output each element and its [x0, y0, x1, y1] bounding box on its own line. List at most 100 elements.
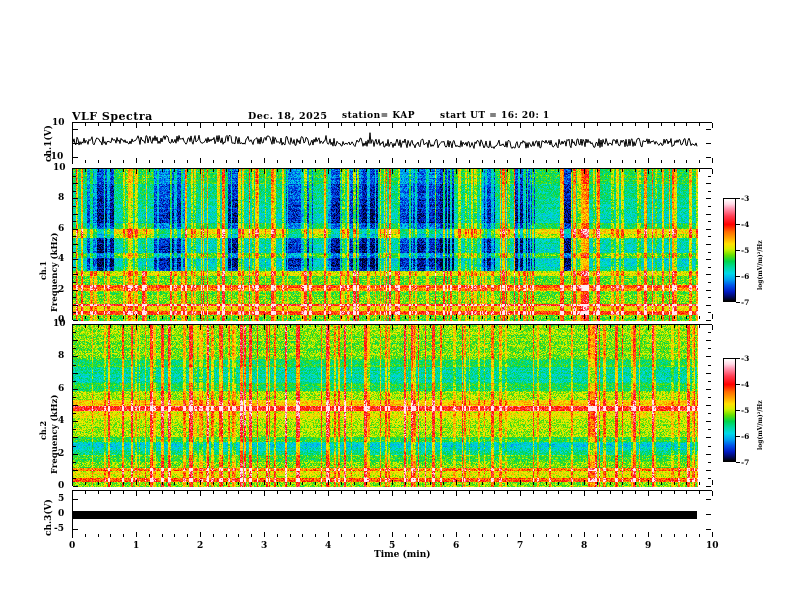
- xtick-bot-ch2-spec-24: [379, 482, 380, 485]
- xtick-ch1-wave-40: [584, 123, 585, 128]
- xtick-bot-ch1-wave-37: [546, 160, 547, 163]
- ytick-label-ch2-spec-1: 2: [58, 449, 65, 459]
- xtick-bot-ch1-spec-12: [226, 316, 227, 319]
- xtick-ch2-spec-22: [354, 325, 355, 328]
- xtick-ch3-wave-48: [686, 491, 687, 494]
- xtick-bot-ch3-wave-29: [443, 534, 444, 537]
- xtick-ch3-wave-23: [366, 491, 367, 494]
- cb2-tick-0: [736, 358, 740, 359]
- xtick-bot-ch1-wave-43: [622, 160, 623, 163]
- xtick-bot-ch2-spec-22: [354, 482, 355, 485]
- xtick-ch1-spec-33: [494, 169, 495, 172]
- xtick-ch1-spec-6: [149, 169, 150, 172]
- xtick-ch3-wave-31: [469, 491, 470, 494]
- ytick-label-ch2-spec-3: 6: [58, 384, 65, 394]
- xtick-ch1-wave-4: [123, 123, 124, 126]
- ytick-r-ch2-spec-19: [708, 332, 711, 333]
- ytick-ch1-spec-4: [73, 290, 78, 291]
- xtick-bot-ch1-spec-33: [494, 316, 495, 319]
- xtick-ch1-wave-39: [571, 123, 572, 126]
- ytick-ch3-wave-0: [73, 499, 78, 500]
- xtick-bot-ch1-spec-41: [597, 316, 598, 319]
- xtick-ch1-spec-35: [520, 169, 521, 174]
- xtick-bot-ch1-wave-4: [123, 160, 124, 163]
- xtick-bot-ch2-spec-46: [661, 482, 662, 485]
- xtick-bot-ch1-spec-45: [648, 314, 649, 319]
- xtick-bot-ch3-wave-31: [469, 534, 470, 537]
- xtick-bot-ch1-spec-37: [546, 316, 547, 319]
- xtick-bot-ch2-spec-31: [469, 482, 470, 485]
- xtick-ch3-wave-19: [315, 491, 316, 494]
- xtick-ch2-spec-26: [405, 325, 406, 328]
- xtick-ch3-wave-5: [136, 491, 137, 496]
- xtick-ch3-wave-7: [162, 491, 163, 494]
- xtick-bot-ch1-wave-22: [354, 160, 355, 163]
- ytick-label-ch1-spec-0: 0: [58, 315, 65, 325]
- xtick-ch1-wave-1: [85, 123, 86, 126]
- xtick-bot-ch2-spec-44: [635, 482, 636, 485]
- xtick-ch2-spec-4: [123, 325, 124, 328]
- ytick-ch1-wave-0: [73, 129, 78, 130]
- xtick-ch1-spec-27: [418, 169, 419, 172]
- colorbar-ch2: [723, 358, 736, 462]
- xtick-ch1-spec-38: [558, 169, 559, 172]
- xtick-bot-ch1-wave-10: [200, 158, 201, 163]
- xtick-bot-ch1-wave-24: [379, 160, 380, 163]
- xtick-ch1-spec-45: [648, 169, 649, 174]
- xtick-ch3-wave-33: [494, 491, 495, 494]
- cb1-tick-3: [736, 276, 740, 277]
- xtick-ch1-spec-17: [290, 169, 291, 172]
- xtick-bot-ch1-wave-47: [674, 160, 675, 163]
- xtick-bot-ch2-spec-27: [418, 482, 419, 485]
- ytick-r-ch2-spec-7: [708, 429, 711, 430]
- xtick-ch2-spec-31: [469, 325, 470, 328]
- xtick-ch1-wave-23: [366, 123, 367, 126]
- xtick-ch1-spec-42: [610, 169, 611, 172]
- xtick-ch2-spec-15: [264, 325, 265, 330]
- xtick-bot-ch1-spec-14: [251, 316, 252, 319]
- cb1-tick-2: [736, 250, 740, 251]
- panel-ch1-spectrogram: [72, 168, 713, 321]
- figure-start-ut: start UT = 16: 20: 1: [440, 111, 550, 121]
- ytick-ch1-spec-20: [73, 168, 78, 169]
- ytick-r-ch2-spec-1: [708, 478, 711, 479]
- xtick-ch1-spec-25: [392, 169, 393, 174]
- xtick-bot-ch1-wave-6: [149, 160, 150, 163]
- cb1-tick-0: [736, 198, 740, 199]
- xtick-ch3-wave-46: [661, 491, 662, 494]
- xtick-bot-ch1-spec-30: [456, 314, 457, 319]
- ytick-r-ch1-spec-16: [706, 198, 711, 199]
- xtick-bot-ch2-spec-39: [571, 482, 572, 485]
- xtick-bot-ch1-spec-9: [187, 316, 188, 319]
- xtick-ch2-spec-43: [622, 325, 623, 328]
- xtick-ch3-wave-11: [213, 491, 214, 494]
- xtick-bot-ch1-wave-39: [571, 160, 572, 163]
- xtick-bot-ch1-spec-29: [443, 316, 444, 319]
- xtick-ch1-spec-43: [622, 169, 623, 172]
- ytick-label-ch2-spec-4: 8: [58, 351, 65, 361]
- xtick-bot-ch1-wave-12: [226, 160, 227, 163]
- xtick-bot-ch1-spec-21: [341, 316, 342, 319]
- xtick-ch2-spec-25: [392, 325, 393, 330]
- xtick-ch2-spec-35: [520, 325, 521, 330]
- xtick-bot-ch3-wave-48: [686, 534, 687, 537]
- xtick-bot-ch3-wave-0: [72, 532, 73, 537]
- xtick-bot-ch3-wave-46: [661, 534, 662, 537]
- xtick-bot-ch3-wave-36: [533, 534, 534, 537]
- xtick-bot-ch3-wave-38: [558, 534, 559, 537]
- xtick-bot-ch1-wave-34: [507, 160, 508, 163]
- xtick-ch1-wave-38: [558, 123, 559, 126]
- xtick-ch1-wave-50: [712, 123, 713, 128]
- xtick-bot-ch1-spec-8: [174, 316, 175, 319]
- xtick-bot-ch2-spec-33: [494, 482, 495, 485]
- xtick-ch2-spec-44: [635, 325, 636, 328]
- cb2-tick-label-2: -5: [741, 406, 750, 415]
- ytick-r-ch2-spec-5: [708, 446, 711, 447]
- xtick-bot-ch2-spec-18: [302, 482, 303, 485]
- figure-station: station= KAP: [342, 111, 416, 121]
- xtick-bot-ch3-wave-43: [622, 534, 623, 537]
- xtick-bot-ch1-spec-15: [264, 314, 265, 319]
- xtick-ch1-wave-11: [213, 123, 214, 126]
- xtick-bot-ch1-wave-26: [405, 160, 406, 163]
- xtick-bot-ch3-wave-21: [341, 534, 342, 537]
